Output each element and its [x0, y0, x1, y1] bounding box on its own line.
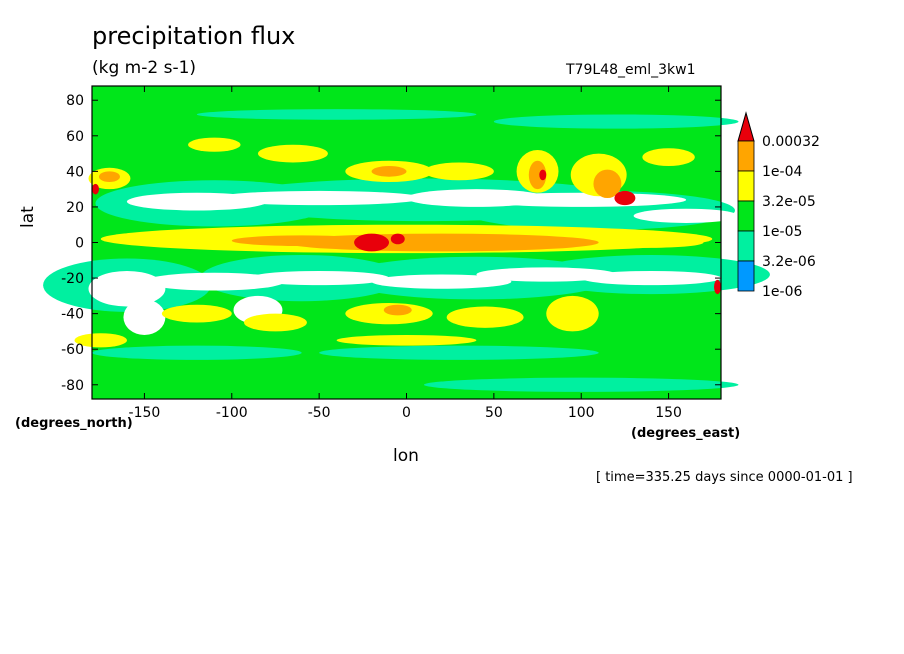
field-blob	[493, 114, 739, 129]
field-blob	[423, 162, 494, 181]
x-tick-label: 150	[655, 405, 682, 421]
dry-region	[88, 270, 166, 307]
x-tick-label: 50	[485, 405, 503, 421]
y-tick-label: 80	[66, 93, 84, 109]
dry-region	[476, 192, 687, 207]
x-tick-label: 100	[568, 405, 595, 421]
colorbar-swatch	[737, 140, 755, 172]
dry-region	[476, 267, 617, 282]
x-tick-label: -100	[216, 405, 248, 421]
run-label: T79L48_eml_3kw1	[566, 62, 696, 78]
x-tick-label: 0	[402, 405, 411, 421]
field-blob	[598, 237, 704, 248]
field-blob	[354, 233, 390, 252]
field-blob	[390, 233, 405, 245]
field-blob	[257, 144, 328, 163]
chart-title: precipitation flux	[92, 22, 296, 50]
colorbar-label: 3.2e-05	[762, 194, 816, 210]
x-axis-unit: (degrees_east)	[631, 426, 741, 441]
field-blob	[528, 160, 547, 190]
field-blob	[196, 109, 477, 120]
field-blob	[91, 345, 302, 360]
y-tick-label: -60	[61, 342, 84, 358]
dry-region	[123, 299, 166, 335]
colorbar-label: 3.2e-06	[762, 254, 816, 270]
chart-units: (kg m-2 s-1)	[92, 58, 197, 78]
dry-region	[214, 190, 424, 206]
field-blob	[74, 333, 127, 348]
field-blob	[336, 334, 477, 346]
y-axis-label: lat	[18, 206, 38, 228]
field-blob	[593, 169, 622, 199]
colorbar-label: 1e-04	[762, 164, 802, 180]
field-blob	[161, 304, 232, 323]
x-tick-label: -50	[308, 405, 331, 421]
y-tick-label: -80	[61, 378, 84, 394]
time-stamp: [ time=335.25 days since 0000-01-01 ]	[596, 470, 853, 485]
dry-region	[581, 270, 721, 286]
field-blob	[642, 148, 695, 167]
dry-region	[633, 208, 739, 223]
field-blob	[319, 345, 599, 360]
dry-region	[249, 270, 390, 286]
x-axis-label: lon	[393, 446, 419, 466]
colorbar-swatch	[737, 170, 755, 202]
colorbar-swatch	[737, 260, 755, 292]
y-axis-unit: (degrees_north)	[15, 416, 133, 431]
field-blob	[546, 295, 599, 332]
colorbar-label: 1e-05	[762, 224, 802, 240]
dry-region	[371, 274, 512, 289]
colorbar-overflow	[737, 111, 755, 142]
y-tick-label: -40	[61, 307, 84, 323]
colorbar-swatch	[737, 230, 755, 262]
field-blob	[98, 171, 120, 183]
field-blob	[614, 190, 636, 206]
field-blob	[446, 306, 524, 328]
colorbar-swatch	[737, 200, 755, 232]
field-blob	[423, 377, 739, 392]
dry-region	[144, 272, 285, 291]
field-blob	[539, 169, 547, 181]
y-tick-label: 60	[66, 129, 84, 145]
field-blob	[714, 279, 721, 295]
y-tick-label: 20	[66, 200, 84, 216]
colorbar-label: 1e-06	[762, 284, 802, 300]
field-blob	[231, 235, 372, 247]
field-blob	[383, 304, 412, 316]
colorbar-label: 0.00032	[762, 134, 820, 150]
y-tick-label: 40	[66, 164, 84, 180]
x-tick-label: -150	[129, 405, 161, 421]
field-blob	[92, 183, 99, 195]
field-blob	[371, 166, 407, 177]
field-blob	[188, 137, 241, 152]
y-tick-label: 0	[75, 236, 84, 252]
field-blob	[244, 313, 307, 332]
y-tick-label: -20	[61, 271, 84, 287]
